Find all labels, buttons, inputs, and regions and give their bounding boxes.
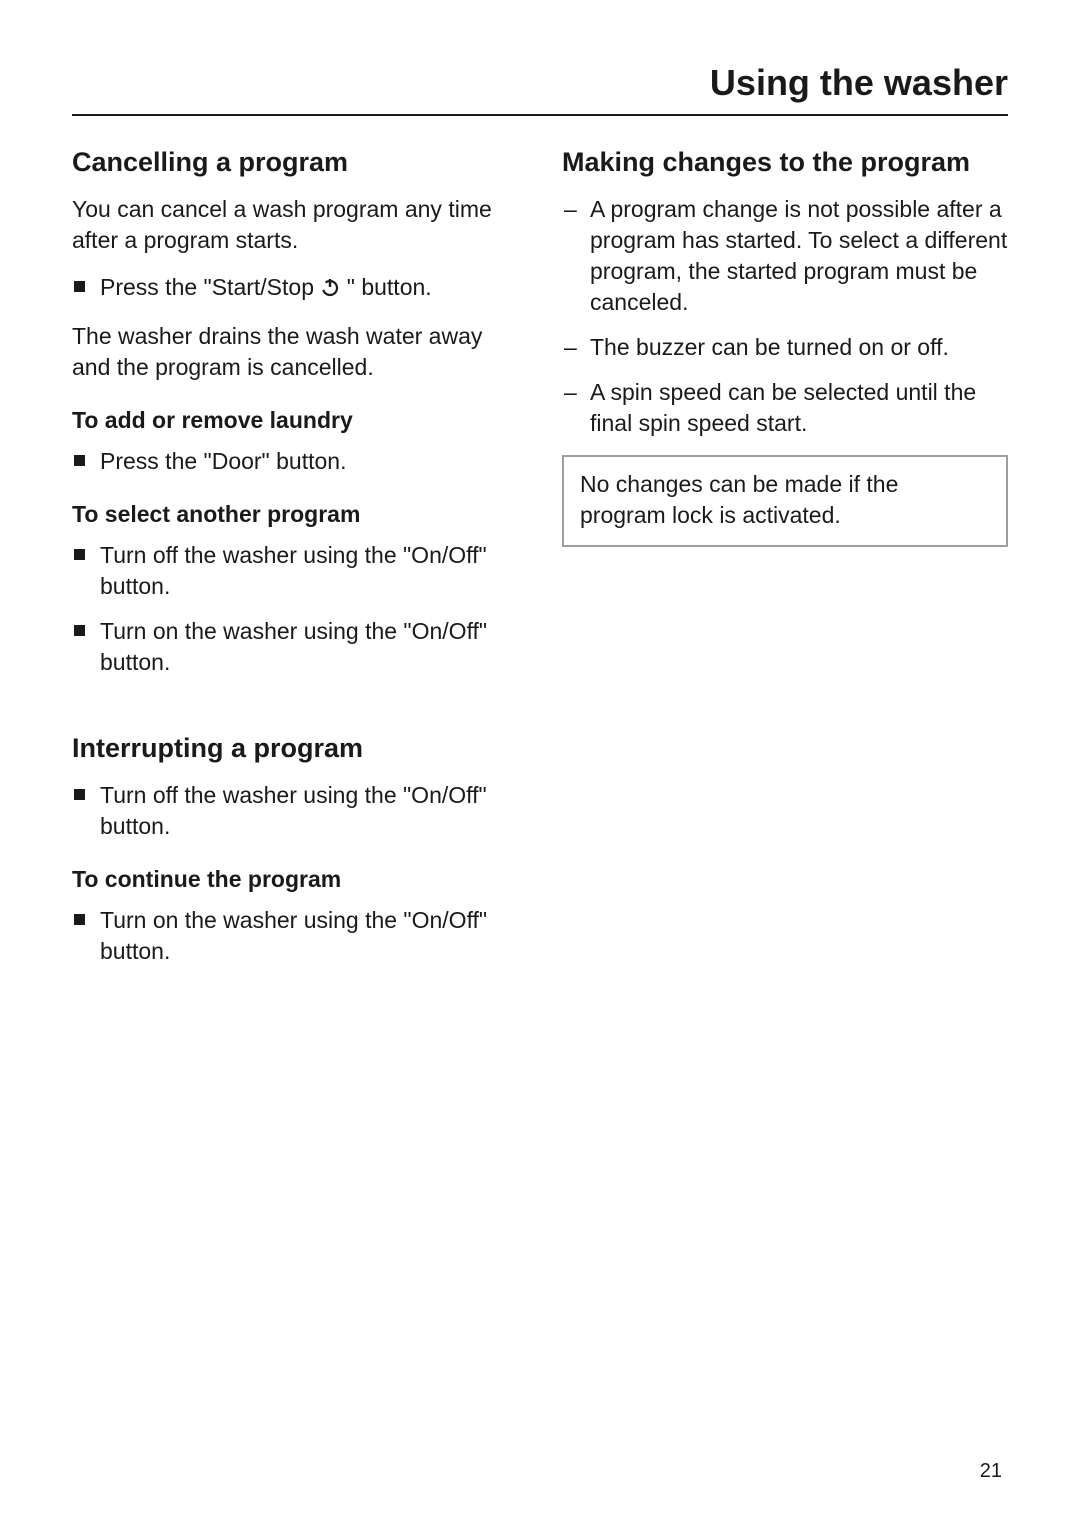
step-press-door: Press the "Door" button. [72, 446, 518, 477]
text-cancel-intro: You can cancel a wash program any time a… [72, 194, 518, 256]
list-continue: Turn on the washer using the "On/Off" bu… [72, 905, 518, 967]
page-header: Using the washer [72, 62, 1008, 116]
content-columns: Cancelling a program You can cancel a wa… [72, 146, 1008, 983]
text-drains: The washer drains the wash water away an… [72, 321, 518, 383]
step-press-start-stop: Press the "Start/Stop " button. [72, 272, 518, 305]
step-turn-off: Turn off the washer using the "On/Off" b… [72, 540, 518, 602]
step-turn-on: Turn on the washer using the "On/Off" bu… [72, 616, 518, 678]
heading-cancelling: Cancelling a program [72, 146, 518, 180]
page-title: Using the washer [72, 62, 1008, 104]
subheading-select-another: To select another program [72, 501, 518, 528]
item-spin: A spin speed can be selected until the f… [562, 377, 1008, 439]
note-box-program-lock: No changes can be made if the program lo… [562, 455, 1008, 547]
list-add-remove: Press the "Door" button. [72, 446, 518, 477]
heading-changes: Making changes to the program [562, 146, 1008, 180]
item-change-not-possible: A program change is not possible after a… [562, 194, 1008, 318]
page-number: 21 [980, 1460, 1002, 1483]
list-changes: A program change is not possible after a… [562, 194, 1008, 439]
page-root: Using the washer Cancelling a program Yo… [0, 0, 1080, 983]
list-select-another: Turn off the washer using the "On/Off" b… [72, 540, 518, 678]
step-text-pre: Press the "Start/Stop [100, 274, 320, 300]
step-text-post: " button. [340, 274, 431, 300]
item-buzzer: The buzzer can be turned on or off. [562, 332, 1008, 363]
step-int-turn-off: Turn off the washer using the "On/Off" b… [72, 780, 518, 842]
heading-interrupting: Interrupting a program [72, 732, 518, 766]
step-cont-turn-on: Turn on the washer using the "On/Off" bu… [72, 905, 518, 967]
list-cancel-steps: Press the "Start/Stop " button. [72, 272, 518, 305]
subheading-continue: To continue the program [72, 866, 518, 893]
subheading-add-remove: To add or remove laundry [72, 407, 518, 434]
spacer [72, 694, 518, 732]
right-column: Making changes to the program A program … [562, 146, 1008, 983]
start-stop-icon [320, 274, 340, 305]
list-interrupt: Turn off the washer using the "On/Off" b… [72, 780, 518, 842]
left-column: Cancelling a program You can cancel a wa… [72, 146, 518, 983]
